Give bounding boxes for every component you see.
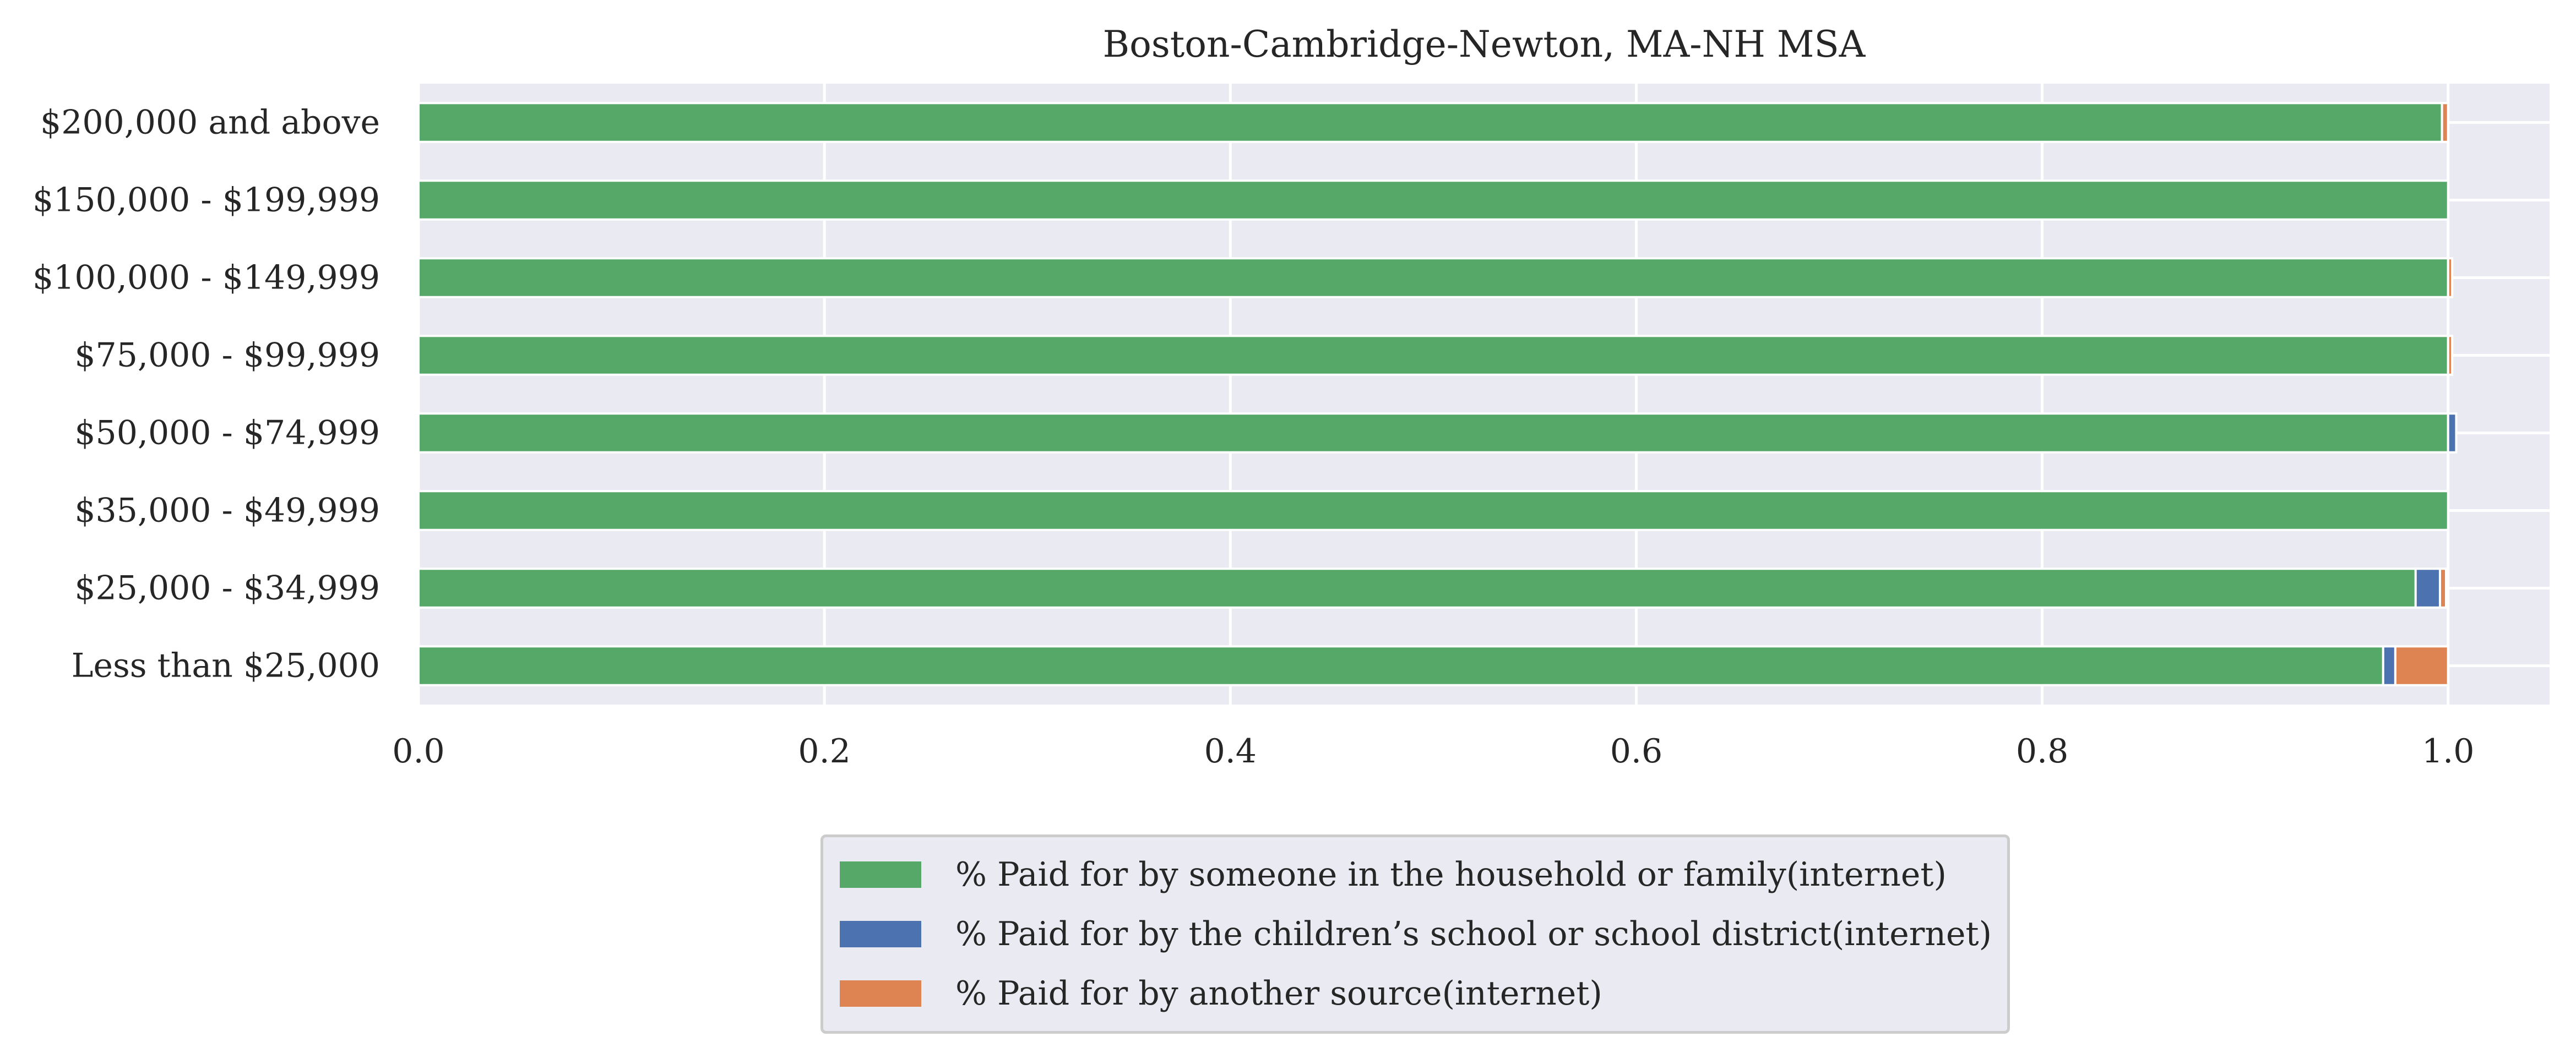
bar-segment <box>417 102 2443 143</box>
bar-segment <box>2394 645 2449 686</box>
legend-item: % Paid for by someone in the household o… <box>840 845 1991 904</box>
legend-label: % Paid for by another source(internet) <box>955 974 1602 1013</box>
x-tick-label: 0.6 <box>1610 732 1662 771</box>
x-tick-label: 0.8 <box>2016 732 2068 771</box>
bar-segment <box>417 645 2384 686</box>
bar-segment <box>417 490 2449 531</box>
x-tick-label: 0.0 <box>392 732 444 771</box>
legend: % Paid for by someone in the household o… <box>820 834 2010 1034</box>
legend-swatch <box>840 980 921 1007</box>
bar-segment <box>2382 645 2396 686</box>
bar-segment <box>2447 412 2458 454</box>
legend-label: % Paid for by the children’s school or s… <box>955 915 1992 953</box>
x-tick-label: 0.4 <box>1204 732 1257 771</box>
plot-area <box>419 84 2550 705</box>
legend-swatch <box>840 861 921 888</box>
y-tick-label: $100,000 - $149,999 <box>32 259 380 297</box>
bar-segment <box>417 335 2449 376</box>
y-tick-label: $75,000 - $99,999 <box>74 336 380 375</box>
bar-segment <box>417 568 2417 609</box>
legend-label: % Paid for by someone in the household o… <box>955 855 1947 894</box>
y-tick-label: $200,000 and above <box>40 103 380 142</box>
bar-segment <box>417 412 2449 454</box>
y-tick-label: Less than $25,000 <box>72 647 380 685</box>
bar-segment <box>2438 568 2448 609</box>
bar-segment <box>2447 257 2454 298</box>
legend-item: % Paid for by the children’s school or s… <box>840 904 1992 964</box>
bar-segment <box>2447 335 2454 376</box>
x-tick-label: 1.0 <box>2422 732 2474 771</box>
y-tick-label: $150,000 - $199,999 <box>32 181 380 220</box>
x-axis-tick-labels: 0.0 0.2 0.4 0.6 0.8 1.0 <box>392 732 2474 771</box>
bars <box>417 102 2458 686</box>
y-tick-label: $25,000 - $34,999 <box>74 569 380 608</box>
legend-swatch <box>840 921 921 947</box>
bar-segment <box>2441 102 2449 143</box>
y-tick-label: $50,000 - $74,999 <box>74 414 380 452</box>
bar-segment <box>417 257 2449 298</box>
bar-segment <box>2414 568 2441 609</box>
y-tick-label: $35,000 - $49,999 <box>74 492 380 530</box>
chart-title: Boston-Cambridge-Newton, MA-NH MSA <box>1103 23 1866 66</box>
legend-item: % Paid for by another source(internet) <box>840 964 1991 1023</box>
x-tick-label: 0.2 <box>798 732 850 771</box>
y-axis-tick-labels: $200,000 and above $150,000 - $199,999 $10… <box>32 103 380 685</box>
bar-segment <box>417 179 2449 221</box>
